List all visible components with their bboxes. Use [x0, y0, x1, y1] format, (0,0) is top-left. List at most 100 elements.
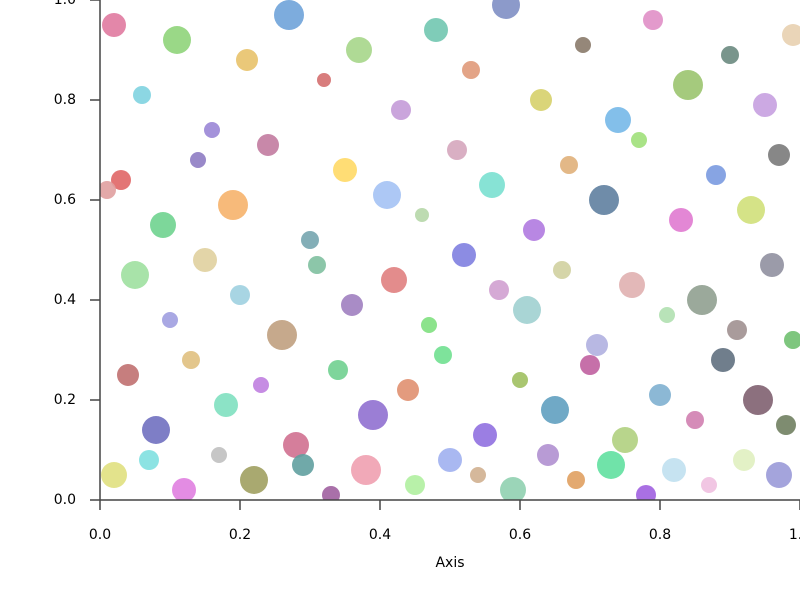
- point: [150, 212, 176, 238]
- point: [218, 190, 248, 220]
- point: [328, 360, 348, 380]
- point: [100, 181, 116, 199]
- point: [240, 466, 268, 494]
- point: [619, 272, 645, 298]
- point: [673, 70, 703, 100]
- point: [358, 400, 388, 430]
- x-tick-label: 0.0: [89, 527, 111, 543]
- point: [473, 423, 497, 447]
- point: [766, 462, 792, 488]
- point: [706, 165, 726, 185]
- point: [605, 107, 631, 133]
- point: [500, 477, 526, 500]
- point: [580, 355, 600, 375]
- plot-area: [100, 0, 800, 500]
- point: [743, 385, 773, 415]
- point: [470, 467, 486, 483]
- point: [117, 364, 139, 386]
- point: [768, 144, 790, 166]
- y-tick-label: 0.0: [54, 492, 76, 508]
- y-tick-label: 0.6: [54, 192, 76, 208]
- point: [421, 317, 437, 333]
- point: [479, 172, 505, 198]
- point: [139, 450, 159, 470]
- point: [317, 73, 331, 87]
- point: [649, 384, 671, 406]
- point: [204, 122, 220, 138]
- point: [452, 243, 476, 267]
- point: [701, 477, 717, 493]
- point: [373, 181, 401, 209]
- point: [214, 393, 238, 417]
- point: [643, 10, 663, 30]
- point: [462, 61, 480, 79]
- point: [351, 455, 381, 485]
- point: [523, 219, 545, 241]
- point: [560, 156, 578, 174]
- point: [292, 454, 314, 476]
- point: [575, 37, 591, 53]
- point: [438, 448, 462, 472]
- point: [415, 208, 429, 222]
- point: [612, 427, 638, 453]
- point: [687, 285, 717, 315]
- point: [589, 185, 619, 215]
- point: [686, 411, 704, 429]
- point: [274, 0, 304, 30]
- point: [424, 18, 448, 42]
- point: [711, 348, 735, 372]
- x-axis-label: Axis: [435, 555, 464, 571]
- point: [513, 296, 541, 324]
- point: [101, 462, 127, 488]
- point: [133, 86, 151, 104]
- point: [597, 451, 625, 479]
- y-tick-label: 0.8: [54, 92, 76, 108]
- point: [211, 447, 227, 463]
- x-tick-label: 0.6: [509, 527, 531, 543]
- point: [733, 449, 755, 471]
- y-tick-label: 1.0: [54, 0, 76, 8]
- point: [636, 485, 656, 500]
- point: [230, 285, 250, 305]
- point: [322, 486, 340, 500]
- x-tick-label: 1.0: [789, 527, 800, 543]
- point: [381, 267, 407, 293]
- point: [163, 26, 191, 54]
- point: [190, 152, 206, 168]
- x-tick-label: 0.2: [229, 527, 251, 543]
- point: [541, 396, 569, 424]
- point: [182, 351, 200, 369]
- point: [784, 331, 800, 349]
- point: [333, 158, 357, 182]
- point: [512, 372, 528, 388]
- point: [586, 334, 608, 356]
- point: [111, 170, 131, 190]
- point: [236, 49, 258, 71]
- point: [659, 307, 675, 323]
- point: [760, 253, 784, 277]
- point: [341, 294, 363, 316]
- point: [631, 132, 647, 148]
- y-tick-label: 0.2: [54, 392, 76, 408]
- point: [434, 346, 452, 364]
- point: [308, 256, 326, 274]
- point: [753, 93, 777, 117]
- point: [283, 432, 309, 458]
- point: [257, 134, 279, 156]
- point: [142, 416, 170, 444]
- point: [776, 415, 796, 435]
- point: [669, 208, 693, 232]
- x-tick-label: 0.4: [369, 527, 391, 543]
- point: [405, 475, 425, 495]
- y-tick-label: 0.4: [54, 292, 76, 308]
- point: [121, 261, 149, 289]
- point: [567, 471, 585, 489]
- point: [172, 478, 196, 500]
- point: [253, 377, 269, 393]
- point: [553, 261, 571, 279]
- point: [162, 312, 178, 328]
- point: [267, 320, 297, 350]
- x-tick-label: 0.8: [649, 527, 671, 543]
- point: [662, 458, 686, 482]
